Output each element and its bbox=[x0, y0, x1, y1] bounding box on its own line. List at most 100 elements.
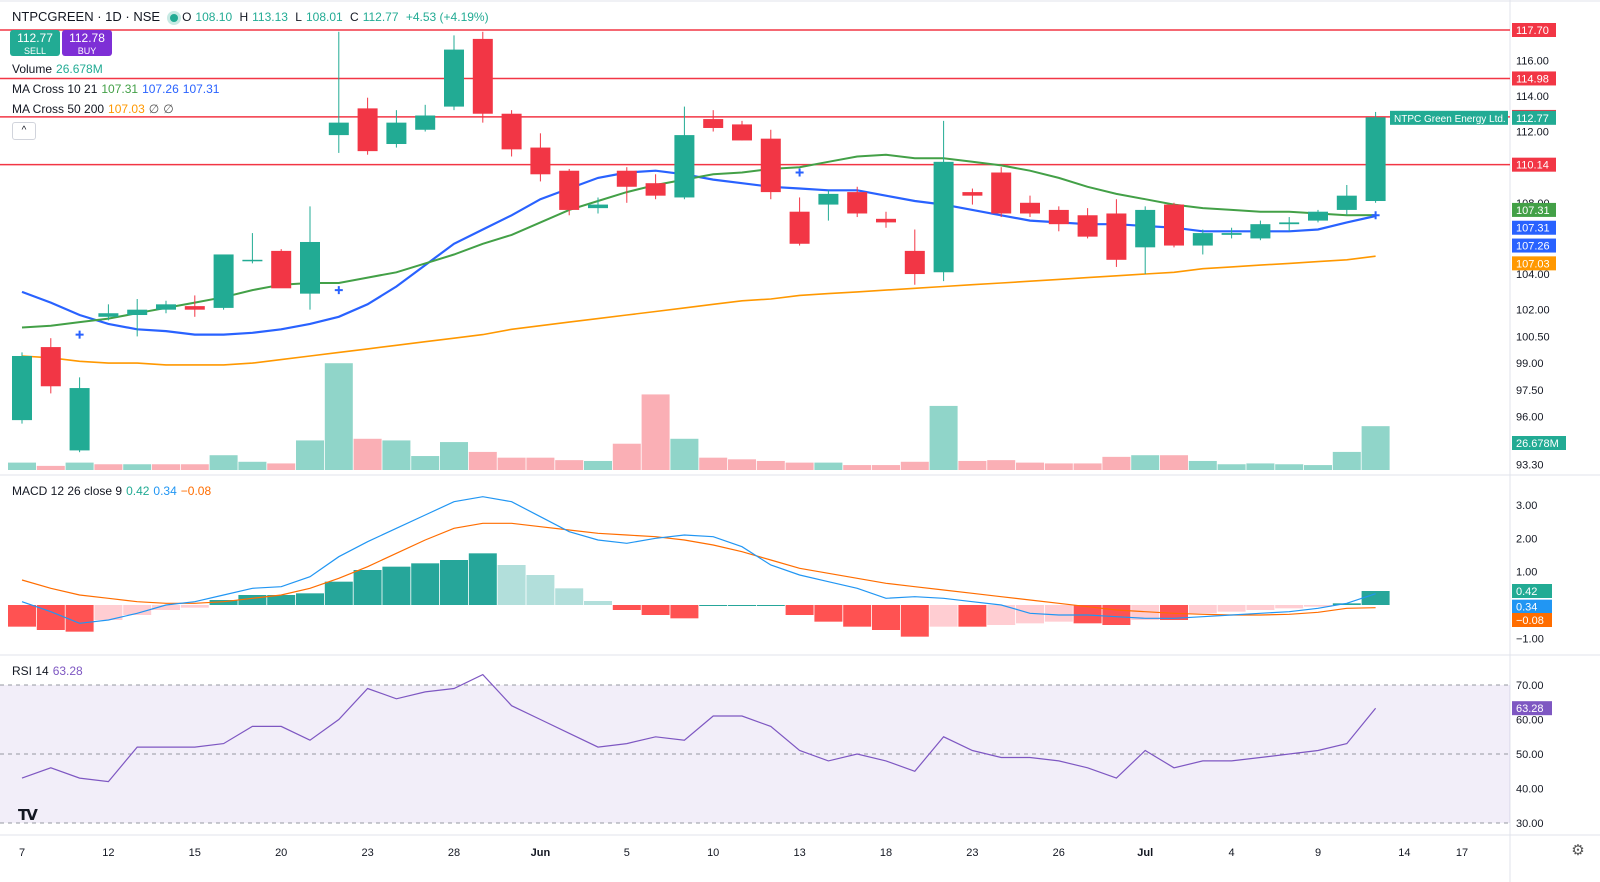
price-axis-tick: 99.00 bbox=[1516, 358, 1544, 370]
macd-histogram-bar bbox=[584, 601, 612, 605]
macd-histogram-bar bbox=[238, 595, 267, 605]
candle-body bbox=[559, 170, 580, 210]
buy-button[interactable]: 112.78 BUY bbox=[62, 30, 112, 56]
candle-body bbox=[1250, 224, 1271, 239]
volume-bar bbox=[209, 455, 238, 470]
rsi-axis-label-bg bbox=[1512, 701, 1552, 716]
candle-body bbox=[98, 313, 119, 317]
macd-histogram-bar bbox=[612, 605, 641, 610]
candle-body bbox=[1308, 211, 1328, 221]
ma2-value-2: ∅ bbox=[148, 102, 160, 116]
collapse-legend-button[interactable]: ^ bbox=[12, 122, 36, 140]
macd-line bbox=[21, 496, 1376, 624]
price-axis-tick: 96.00 bbox=[1516, 412, 1544, 424]
volume-bar bbox=[296, 440, 324, 470]
candle-body bbox=[991, 172, 1012, 214]
candle-body bbox=[645, 183, 666, 196]
candle-body bbox=[213, 254, 234, 308]
macd-histogram-bar bbox=[785, 605, 814, 615]
candle-body bbox=[300, 241, 320, 294]
candle-body bbox=[530, 147, 551, 175]
ma1-label: MA Cross 10 21 bbox=[12, 82, 98, 96]
macd-histogram-bar bbox=[1073, 605, 1102, 624]
candle-body bbox=[242, 259, 263, 262]
macd-histogram-bar bbox=[353, 570, 382, 605]
volume-bar bbox=[94, 464, 123, 470]
ma-cross-10-21-legend[interactable]: MA Cross 10 21 107.31 107.26 107.31 bbox=[12, 81, 223, 97]
macd-legend[interactable]: MACD 12 26 close 9 0.42 0.34 −0.08 bbox=[12, 483, 215, 499]
macd-signal-line bbox=[21, 522, 1376, 616]
candle-body bbox=[1106, 213, 1127, 260]
ma2-value-3: ∅ bbox=[163, 102, 174, 116]
volume-bar bbox=[382, 440, 411, 470]
volume-bar bbox=[987, 460, 1016, 470]
time-axis-tick: 7 bbox=[19, 847, 25, 859]
sell-label: SELL bbox=[23, 46, 47, 56]
tradingview-logo-icon[interactable]: TV bbox=[18, 806, 38, 824]
candle-body bbox=[1336, 195, 1357, 210]
price-axis-label: 107.31 bbox=[1516, 205, 1550, 217]
price-axis-label-bg bbox=[1512, 157, 1556, 172]
price-axis-tick: 114.00 bbox=[1516, 91, 1549, 103]
macd-histogram-bar bbox=[180, 605, 209, 608]
macd-histogram-bar bbox=[1275, 605, 1304, 609]
market-status-icon bbox=[170, 13, 179, 22]
price-axis-tick: 112.00 bbox=[1516, 127, 1549, 139]
macd-axis-tick: 2.00 bbox=[1516, 533, 1537, 545]
macd-histogram-bar bbox=[411, 563, 440, 605]
volume-bar bbox=[1016, 462, 1044, 470]
candle-body bbox=[1365, 117, 1386, 202]
candle-body bbox=[703, 119, 724, 128]
sell-button[interactable]: 112.77 SELL bbox=[10, 30, 60, 56]
change-value: +4.53 (+4.19%) bbox=[405, 10, 489, 24]
macd-histogram-bar bbox=[555, 588, 584, 605]
candle-body bbox=[271, 250, 292, 289]
symbol-title[interactable]: NTPCGREEN · 1D · NSE bbox=[12, 9, 161, 24]
volume-label: Volume bbox=[12, 62, 53, 76]
high-value: 113.13 bbox=[252, 10, 288, 24]
rsi-legend[interactable]: RSI 14 63.28 bbox=[12, 663, 87, 679]
volume-bar bbox=[180, 464, 209, 470]
macd-axis-label: 0.42 bbox=[1516, 586, 1537, 598]
price-axis-tick: 102.00 bbox=[1516, 305, 1550, 317]
price-axis-label-bg bbox=[1512, 238, 1556, 253]
volume-bar bbox=[123, 464, 152, 470]
time-axis-tick: 10 bbox=[707, 847, 719, 859]
macd-axis-label-bg bbox=[1512, 613, 1552, 627]
candle-body bbox=[328, 122, 349, 136]
rsi-value: 63.28 bbox=[52, 664, 83, 678]
volume-bar bbox=[584, 460, 612, 470]
price-axis-tick: 93.30 bbox=[1516, 460, 1544, 472]
ma-cross-marker bbox=[334, 286, 343, 295]
volume-legend[interactable]: Volume 26.678M bbox=[12, 61, 107, 77]
volume-bar bbox=[1246, 463, 1275, 470]
candle-body bbox=[674, 135, 695, 198]
macd-histogram-bar bbox=[497, 565, 526, 605]
volume-bar bbox=[843, 465, 872, 470]
candle-body bbox=[616, 170, 637, 187]
time-axis-tick: 13 bbox=[793, 847, 805, 859]
volume-bar bbox=[152, 464, 180, 470]
volume-bar bbox=[1131, 455, 1160, 470]
volume-bar bbox=[612, 443, 641, 470]
macd-histogram-bar bbox=[699, 605, 728, 606]
candle-body bbox=[1135, 209, 1156, 248]
ma1-value-1: 107.31 bbox=[101, 82, 139, 96]
rsi-axis-tick: 60.00 bbox=[1516, 715, 1544, 727]
rsi-axis-tick: 50.00 bbox=[1516, 749, 1544, 761]
price-axis-label-bg bbox=[1512, 220, 1556, 235]
gear-icon[interactable]: ⚙ bbox=[1571, 842, 1585, 859]
price-axis-tick: 104.00 bbox=[1516, 269, 1550, 281]
high-label: H bbox=[239, 10, 249, 24]
time-axis-tick: 23 bbox=[361, 847, 373, 859]
candle-body bbox=[876, 218, 896, 223]
time-axis-tick: 15 bbox=[189, 847, 201, 859]
volume-bar bbox=[324, 363, 353, 470]
volume-bar bbox=[756, 460, 785, 470]
ma-cross-50-200-legend[interactable]: MA Cross 50 200 107.03 ∅ ∅ bbox=[12, 101, 178, 117]
candle-body bbox=[69, 388, 90, 451]
time-axis-tick: 26 bbox=[1053, 847, 1065, 859]
volume-bar bbox=[411, 456, 440, 470]
candle-body bbox=[386, 122, 407, 145]
